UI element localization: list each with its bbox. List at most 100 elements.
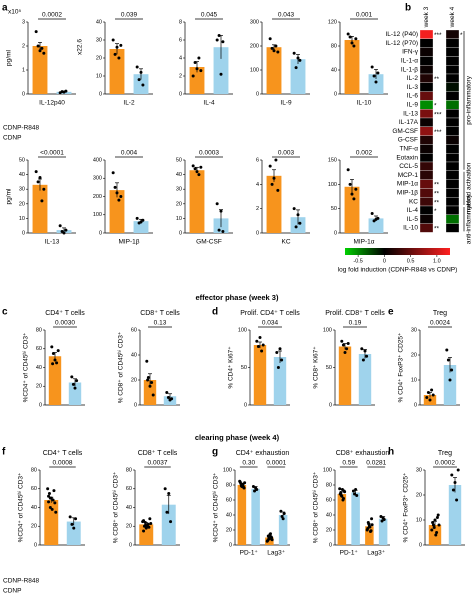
data-point bbox=[272, 176, 276, 180]
data-point bbox=[379, 515, 383, 518]
data-point bbox=[266, 539, 270, 542]
p-value: 0.19 bbox=[349, 320, 362, 327]
y-tick-label: 100 bbox=[323, 467, 332, 473]
chart-title: Treg bbox=[438, 450, 452, 457]
data-point bbox=[47, 491, 51, 495]
data-point bbox=[242, 485, 246, 489]
data-point bbox=[431, 393, 435, 397]
data-point bbox=[146, 378, 150, 382]
p-value: 0.0281 bbox=[366, 460, 386, 467]
data-point bbox=[435, 516, 439, 519]
data-point bbox=[193, 167, 197, 171]
data-point bbox=[111, 171, 115, 175]
heat-cell bbox=[445, 161, 460, 171]
y-tick-label: 200 bbox=[93, 194, 102, 200]
panel-letter: d bbox=[212, 307, 218, 318]
y-tick-label: 30 bbox=[19, 187, 25, 193]
p-value: 0.0037 bbox=[148, 460, 168, 467]
y-tick-label: 0 bbox=[22, 91, 25, 97]
row-label: IL-12 (P40) bbox=[385, 31, 418, 38]
data-point bbox=[58, 224, 62, 228]
data-point bbox=[341, 343, 345, 347]
data-point bbox=[355, 494, 359, 497]
heat-cell bbox=[419, 65, 434, 75]
data-point bbox=[64, 228, 68, 232]
heat-cell bbox=[445, 109, 460, 119]
data-point bbox=[51, 498, 55, 502]
y-tick-label: 60 bbox=[36, 346, 42, 352]
data-point bbox=[141, 83, 145, 87]
data-point bbox=[219, 209, 223, 213]
significance-stars: *** bbox=[434, 32, 442, 39]
data-point bbox=[272, 49, 276, 53]
data-point bbox=[166, 396, 170, 399]
y-tick-label: 0 bbox=[99, 230, 102, 236]
column-label: week 3 bbox=[423, 6, 430, 28]
data-point bbox=[370, 65, 374, 69]
bar bbox=[290, 217, 306, 233]
y-tick-label: 2 bbox=[22, 43, 25, 49]
data-point bbox=[374, 80, 378, 84]
y-label: % CD4⁺ Ki67⁺ bbox=[228, 346, 235, 389]
data-point bbox=[111, 38, 115, 42]
data-point bbox=[372, 74, 376, 78]
bar bbox=[66, 521, 81, 545]
data-point bbox=[432, 526, 436, 529]
y-tick-label: 20 bbox=[126, 524, 132, 530]
data-point bbox=[51, 351, 55, 355]
data-point bbox=[197, 173, 201, 177]
data-point bbox=[366, 527, 370, 530]
row-label: Eotaxin bbox=[396, 154, 418, 161]
y-tick-label: 100 bbox=[238, 327, 247, 333]
data-point bbox=[350, 41, 354, 45]
y-label: % CD4⁺ FoxP3⁺ CD25⁺ bbox=[398, 332, 405, 402]
data-point bbox=[348, 182, 352, 186]
data-point bbox=[165, 510, 169, 514]
data-point bbox=[119, 195, 123, 198]
y-tick-label: 30 bbox=[411, 327, 417, 333]
data-point bbox=[350, 192, 354, 196]
chart-title: CD8⁺ T cells bbox=[138, 450, 178, 457]
colorbar-tick-label: 0 bbox=[383, 258, 386, 264]
data-point bbox=[117, 198, 121, 202]
heat-cell bbox=[445, 29, 460, 39]
y-label: %CD4⁺ of CD45ʰⁱ CD3⁺ bbox=[212, 472, 220, 542]
chart-title: CD4⁺ exhaustion bbox=[236, 450, 290, 457]
data-point bbox=[370, 523, 374, 527]
y-tick-label: 40 bbox=[31, 505, 37, 511]
y-tick-label: 80 bbox=[326, 482, 332, 488]
heat-cell bbox=[419, 188, 434, 198]
heat-cell bbox=[419, 100, 434, 110]
data-point bbox=[115, 45, 119, 49]
data-point bbox=[275, 351, 279, 354]
data-point bbox=[62, 231, 66, 235]
p-value: 0.59 bbox=[342, 460, 355, 467]
bar bbox=[109, 190, 125, 233]
data-point bbox=[451, 488, 455, 492]
y-tick-label: 0 bbox=[334, 91, 337, 97]
heat-cell bbox=[445, 73, 460, 83]
y-label: %CD4⁺ of CD45ʰⁱ CD3⁺ bbox=[22, 332, 30, 402]
row-label: IL-1-β bbox=[401, 66, 418, 73]
data-point bbox=[149, 521, 153, 525]
heat-cell bbox=[445, 205, 460, 215]
data-point bbox=[72, 526, 76, 530]
legend-entry: CDNP bbox=[3, 135, 21, 142]
data-point bbox=[147, 525, 151, 529]
bar bbox=[358, 354, 372, 405]
data-point bbox=[73, 386, 77, 390]
y-tick-label: 60 bbox=[131, 327, 137, 333]
bar bbox=[161, 504, 176, 545]
y-tick-label: 0 bbox=[329, 542, 332, 548]
data-point bbox=[117, 56, 121, 60]
significance-stars: * bbox=[460, 32, 463, 39]
y-tick-label: 20 bbox=[96, 55, 102, 61]
y-tick-label: 40 bbox=[226, 512, 232, 518]
unit-label: x10⁵ bbox=[8, 9, 21, 16]
data-point bbox=[354, 488, 358, 491]
x-label: IL-4 bbox=[203, 100, 215, 107]
data-point bbox=[456, 468, 460, 472]
data-point bbox=[48, 506, 52, 509]
heat-cell bbox=[445, 38, 460, 48]
group-label: pro-inflammatory bbox=[466, 75, 473, 125]
